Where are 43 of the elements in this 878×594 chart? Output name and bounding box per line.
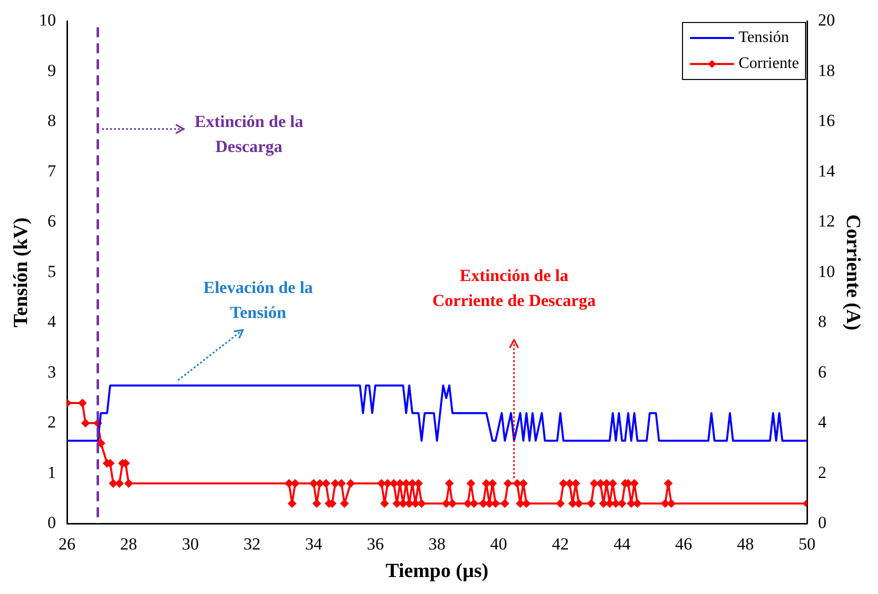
y2-tick-label: 6 (818, 362, 826, 382)
y2-tick-label: 0 (818, 513, 826, 532)
y-tick-label: 9 (48, 60, 56, 80)
x-tick-label: 38 (428, 534, 446, 554)
y2-tick-label: 8 (818, 312, 826, 332)
annotation: Extinción de la Descarga (194, 111, 304, 158)
x-tick-label: 26 (58, 534, 76, 554)
x-tick-label: 42 (552, 534, 569, 554)
x-tick-label: 44 (614, 534, 631, 554)
y-tick-label: 7 (48, 161, 56, 180)
y2-tick-label: 12 (818, 212, 835, 231)
legend-label: Tensión (738, 29, 790, 48)
annotation: Extinción de la Corriente de Descarga (431, 265, 597, 312)
x-tick-label: 32 (244, 534, 260, 554)
x-tick-label: 46 (675, 534, 692, 554)
x-tick-label: 34 (305, 534, 323, 554)
x-tick-label: 48 (736, 534, 754, 554)
y2-tick-label: 4 (818, 412, 827, 432)
y2-tick-label: 16 (818, 111, 835, 130)
y2-tick-label: 18 (818, 60, 835, 80)
y2-tick-label: 14 (818, 161, 836, 180)
y-tick-label: 4 (48, 312, 56, 332)
y-tick-label: 6 (48, 212, 56, 231)
y-tick-label: 10 (39, 10, 56, 30)
y2-axis-title: Corriente (A) (842, 214, 864, 330)
x-tick-label: 28 (120, 534, 138, 554)
y-tick-label: 1 (48, 462, 56, 482)
y2-tick-label: 2 (818, 462, 826, 482)
y-tick-label: 5 (48, 262, 56, 281)
x-tick-label: 36 (366, 534, 384, 554)
y-tick-label: 2 (48, 412, 56, 432)
y-axis-title: Tensión (kV) (10, 217, 32, 328)
y-tick-label: 0 (48, 513, 56, 532)
x-tick-label: 40 (490, 534, 508, 554)
x-axis-title: Tiempo (µs) (386, 560, 488, 582)
x-tick-label: 30 (182, 534, 199, 554)
y-tick-label: 3 (48, 362, 56, 382)
annotation: Elevación de la Tensión (202, 277, 314, 324)
y-tick-label: 8 (48, 111, 56, 130)
x-tick-label: 50 (798, 534, 816, 554)
y2-tick-label: 10 (818, 262, 835, 281)
legend-label: Corriente (738, 55, 799, 74)
y2-tick-label: 20 (818, 10, 835, 30)
